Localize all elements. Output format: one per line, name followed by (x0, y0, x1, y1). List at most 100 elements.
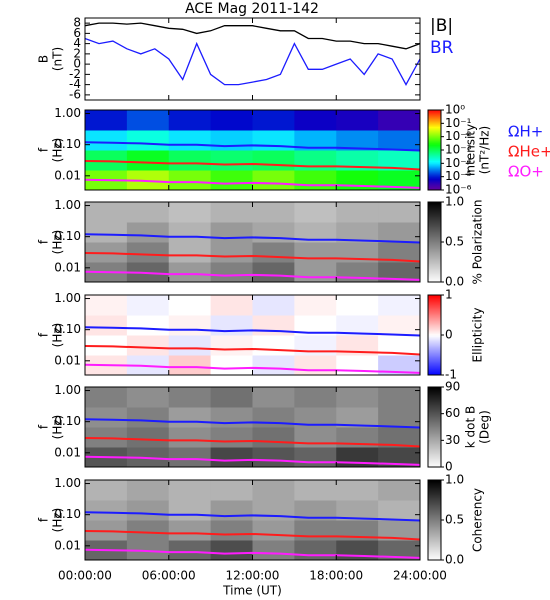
spectrogram-cell (210, 520, 253, 541)
colorbar-swatch (428, 128, 441, 131)
colorbar-swatch (428, 146, 441, 149)
gyrofrequency-line (84, 141, 421, 152)
colorbar-label: Intensity (464, 124, 478, 176)
spectrogram-cell (168, 315, 212, 336)
y-tick-label: 6 (73, 26, 81, 40)
spectrogram-cell (294, 540, 337, 561)
spectrogram-cell (252, 520, 295, 541)
colorbar-swatch (428, 522, 441, 525)
spectrogram-cell (210, 387, 253, 408)
spectrogram-cell (168, 520, 212, 541)
colorbar-swatch (428, 204, 441, 207)
colorbar-swatch (428, 150, 441, 153)
spectrogram-cell (85, 130, 128, 151)
gyrofrequency-line (84, 233, 421, 244)
spectrogram-cell (336, 500, 379, 521)
colorbar-tick-label: -1 (445, 368, 457, 382)
colorbar-swatch (428, 327, 441, 330)
colorbar-swatch (428, 447, 441, 450)
colorbar-swatch (428, 331, 441, 334)
spectrogram-cell (126, 335, 170, 356)
spectrogram-cell (252, 427, 295, 448)
colorbar-swatch (428, 333, 441, 336)
colorbar-swatch (428, 295, 441, 298)
colorbar-swatch (428, 520, 441, 523)
colorbar-swatch (428, 188, 441, 191)
colorbar-swatch (428, 118, 441, 121)
colorbar-swatch (428, 126, 441, 129)
colorbar-swatch (428, 502, 441, 505)
colorbar-swatch (428, 411, 441, 414)
colorbar-tick-label: 0.5 (445, 235, 464, 249)
colorbar-swatch (428, 425, 441, 428)
spectrogram-cell (126, 480, 170, 501)
colorbar-swatch (428, 323, 441, 326)
spectrogram-cell (168, 202, 212, 223)
spectrogram-cell (210, 335, 253, 356)
colorbar-swatch (428, 176, 441, 179)
spectrogram-cell (168, 295, 212, 316)
colorbar-swatch (428, 240, 441, 243)
colorbar-swatch (428, 170, 441, 173)
spectrogram-cell (210, 202, 253, 223)
colorbar-swatch (428, 413, 441, 416)
colorbar-swatch (428, 518, 441, 521)
colorbar-tick-label: 60 (445, 406, 460, 420)
colorbar-swatch (428, 278, 441, 281)
colorbar-swatch (428, 122, 441, 125)
spectrogram-cell (336, 427, 379, 448)
colorbar-swatch (428, 224, 441, 227)
spectrogram-cell (168, 447, 212, 468)
y-axis-label: (Hz) (51, 415, 65, 440)
spectrogram-cell (294, 130, 337, 151)
colorbar-swatch (428, 313, 441, 316)
spectrogram-cell (85, 295, 128, 316)
spectrogram-cell (336, 520, 379, 541)
colorbar-swatch (428, 184, 441, 187)
spectrogram-cell (210, 150, 253, 171)
colorbar-swatch (428, 311, 441, 314)
colorbar-swatch (428, 492, 441, 495)
colorbar-tick-label: 0 (445, 460, 453, 474)
spectrogram-cell (336, 222, 379, 243)
spectrogram-cell (378, 295, 421, 316)
colorbar-tick-label: 1 (445, 288, 453, 302)
y-tick-label: 1.00 (54, 198, 81, 212)
colorbar-swatch (428, 160, 441, 163)
spectrogram-cell (85, 242, 128, 263)
spectrogram-cell (336, 407, 379, 428)
spectrogram-cell (252, 355, 295, 376)
spectrogram-cell (378, 447, 421, 468)
colorbar-swatch (428, 401, 441, 404)
colorbar-swatch (428, 387, 441, 390)
colorbar-swatch (428, 166, 441, 169)
spectrogram-cell (126, 130, 170, 151)
y-tick-label: 0 (73, 57, 81, 71)
colorbar-swatch (428, 441, 441, 444)
colorbar-swatch (428, 339, 441, 342)
colorbar-swatch (428, 134, 441, 137)
colorbar-swatch (428, 347, 441, 350)
colorbar-swatch (428, 228, 441, 231)
colorbar-swatch (428, 421, 441, 424)
colorbar-tick-label: 0 (445, 328, 453, 342)
colorbar-swatch (428, 437, 441, 440)
colorbar-swatch (428, 130, 441, 133)
colorbar-swatch (428, 427, 441, 430)
spectrogram-cell (294, 520, 337, 541)
spectrogram-cell (126, 520, 170, 541)
spectrogram-cell (294, 427, 337, 448)
spectrogram-cell (336, 130, 379, 151)
colorbar-swatch (428, 351, 441, 354)
colorbar-swatch (428, 393, 441, 396)
y-tick-label: -6 (69, 87, 81, 101)
colorbar-tick-label: 10⁻⁴ (445, 156, 472, 170)
colorbar-tick-label: 10⁻⁶ (445, 183, 472, 197)
spectrogram-cell (210, 427, 253, 448)
spectrogram-cell (294, 295, 337, 316)
y-axis-label: (Hz) (51, 138, 65, 163)
colorbar-tick-label: 10⁰ (445, 103, 465, 117)
spectrogram-cell (126, 110, 170, 131)
colorbar-swatch (428, 256, 441, 259)
colorbar-swatch (428, 112, 441, 115)
